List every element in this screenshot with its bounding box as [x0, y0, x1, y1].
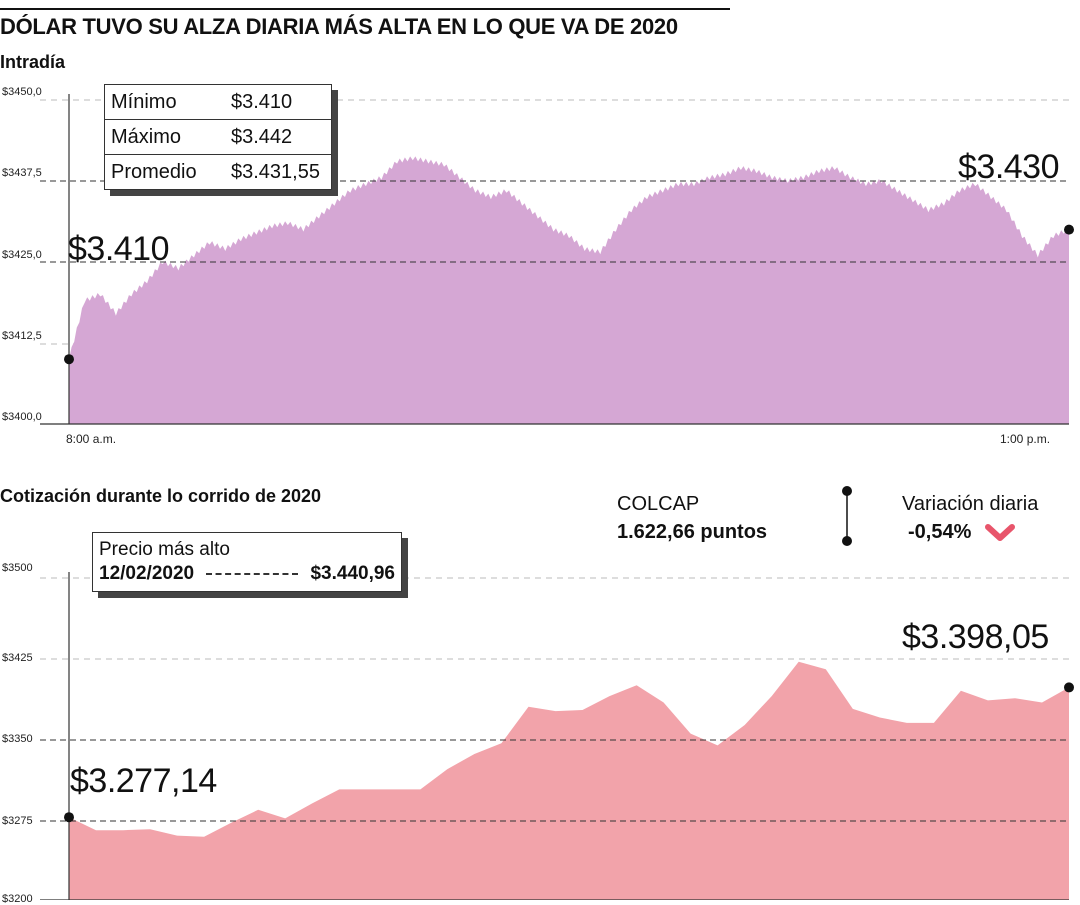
- highest-price-leader: [206, 573, 299, 575]
- highest-price-row: 12/02/2020 $3.440,96: [99, 563, 395, 585]
- stat-max-label: Máximo: [111, 125, 182, 148]
- ytd-end-dot: [1064, 682, 1074, 693]
- chevron-down-icon: [984, 523, 1015, 541]
- ytd-ytick: $3200: [2, 893, 33, 905]
- ytd-ytick: $3500: [2, 562, 33, 574]
- variacion-value: -0,54%: [908, 521, 972, 543]
- stat-min-value: $3.410: [231, 90, 293, 113]
- stat-avg-value: $3.431,55: [231, 160, 320, 183]
- stat-max-value: $3.442: [231, 125, 293, 148]
- stat-max-row: Máximo $3.442: [105, 120, 331, 155]
- ytd-title: Cotización durante lo corrido de 2020: [0, 486, 322, 506]
- stat-min-label: Mínimo: [111, 90, 177, 113]
- intraday-area: [69, 156, 1069, 424]
- highest-price-date: 12/02/2020: [99, 563, 195, 584]
- intraday-ytick: $3412,5: [2, 330, 42, 342]
- ytd-start-label: $3.277,14: [70, 762, 217, 800]
- colcap-label: COLCAP: [617, 493, 700, 515]
- variacion-label: Variación diaria: [902, 493, 1039, 515]
- ytd-end-label: $3.398,05: [902, 618, 1049, 656]
- ytd-ytick: $3425: [2, 652, 33, 664]
- highest-price-label: Precio más alto: [99, 539, 230, 560]
- intraday-stats-box: Mínimo $3.410 Máximo $3.442 Promedio $3.…: [104, 84, 332, 190]
- variacion-block: Variación diaria -0,54%: [902, 490, 1038, 546]
- colcap-value: 1.622,66 puntos: [617, 521, 768, 543]
- intraday-xtick-end: 1:00 p.m.: [1000, 432, 1051, 446]
- highest-price-box: Precio más alto 12/02/2020 $3.440,96: [92, 532, 402, 592]
- ytd-area: [69, 661, 1069, 900]
- stat-min-row: Mínimo $3.410: [105, 85, 331, 120]
- stat-avg-label: Promedio: [111, 160, 197, 183]
- ytd-start-dot: [64, 812, 74, 823]
- intraday-title: Intradía: [0, 52, 66, 72]
- intraday-ytick: $3400,0: [2, 411, 42, 423]
- highest-price-value: $3.440,96: [310, 563, 395, 584]
- colcap-separator: [842, 486, 852, 546]
- ytd-ytick: $3350: [2, 733, 33, 745]
- colcap-block: COLCAP 1.622,66 puntos: [617, 490, 767, 546]
- ytd-ytick: $3275: [2, 815, 33, 827]
- stat-avg-row: Promedio $3.431,55: [105, 155, 331, 189]
- intraday-xtick-start: 8:00 a.m.: [66, 432, 117, 446]
- intraday-end-label: $3.430: [958, 148, 1060, 186]
- headline: DÓLAR TUVO SU ALZA DIARIA MÁS ALTA EN LO…: [0, 8, 730, 40]
- separator-dot-top: [842, 486, 852, 496]
- intraday-end-dot: [1064, 224, 1074, 235]
- intraday-ytick: $3450,0: [2, 86, 42, 98]
- separator-dot-bottom: [842, 536, 852, 546]
- intraday-ytick: $3437,5: [2, 167, 42, 179]
- intraday-ytick: $3425,0: [2, 249, 42, 261]
- intraday-start-label: $3.410: [68, 230, 170, 268]
- intraday-start-dot: [64, 354, 74, 365]
